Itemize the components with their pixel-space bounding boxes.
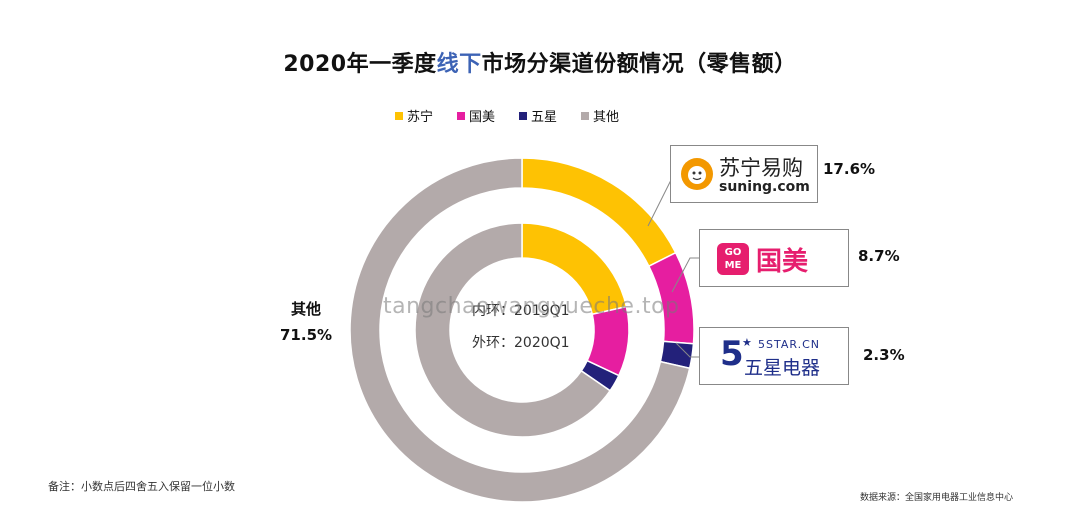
other-name: 其他 [291,300,322,318]
gome-logo: GO ME 国美 [699,229,849,287]
fivestar-number: 5 [720,334,744,374]
gome-icon: GO ME [717,243,749,275]
legend-item-samsung: 五星 [519,106,557,125]
legend-item-other: 其他 [581,106,619,125]
legend-label: 其他 [593,110,620,125]
leader-line-samsung [675,342,700,358]
legend-label: 苏宁 [407,110,434,125]
suning-lion-icon [681,158,713,190]
footnote: 备注：小数点后四舍五入保留一位小数 [48,480,235,493]
legend-swatch [581,111,590,120]
chart-title: 2020年一季度线下市场分渠道份额情况（零售额） [0,46,1080,78]
outer-ring [349,157,695,503]
source: 数据来源：全国家用电器工业信息中心 [860,493,1014,503]
legend-item-gome: 国美 [457,106,495,125]
suning-name-en: suning.com [719,179,810,195]
fivestar-cn: 五星电器 [744,357,821,379]
fivestar-en: 5STAR.CN [758,338,821,351]
gome-name-cn: 国美 [756,247,809,277]
title-year: 2020 [283,52,347,77]
outer-slice-other [349,157,691,503]
legend-swatch [457,111,466,120]
inner-ring [414,222,630,438]
other-pct: 71.5% [280,326,333,344]
legend-swatch [395,111,403,120]
title-suffix: 市场分渠道份额情况（零售额） [481,52,797,77]
suning-logo: 苏宁易购 suning.com [670,145,818,203]
title-prefix: 年一季度 [346,52,437,77]
gome-pct: 8.7% [858,247,900,265]
fivestar-star-icon: ★ [742,336,752,349]
legend-label: 五星 [531,110,558,125]
legend-label: 国美 [469,110,496,125]
suning-pct: 17.6% [823,160,876,178]
other-label: 其他 71.5% [280,296,332,348]
samsung-pct: 2.3% [863,346,905,364]
center-text: 内环：2019Q1 外环：2020Q1 [472,295,570,359]
outer-ring-label: 外环：2020Q1 [472,335,570,351]
leader-line-gome [671,257,700,293]
legend-item-suning: 苏宁 [395,106,433,125]
inner-ring-label: 内环：2019Q1 [472,303,570,319]
legend-swatch [519,111,528,120]
suning-name-cn: 苏宁易购 [719,156,803,180]
legend: 苏宁 国美 五星 其他 [395,106,619,125]
watermark: tangchaowangyueche.top [383,294,680,319]
title-highlight: 线下 [436,52,482,77]
fivestar-logo: 5 ★ 5STAR.CN 五星电器 [699,327,849,385]
inner-slice-other [414,222,612,438]
